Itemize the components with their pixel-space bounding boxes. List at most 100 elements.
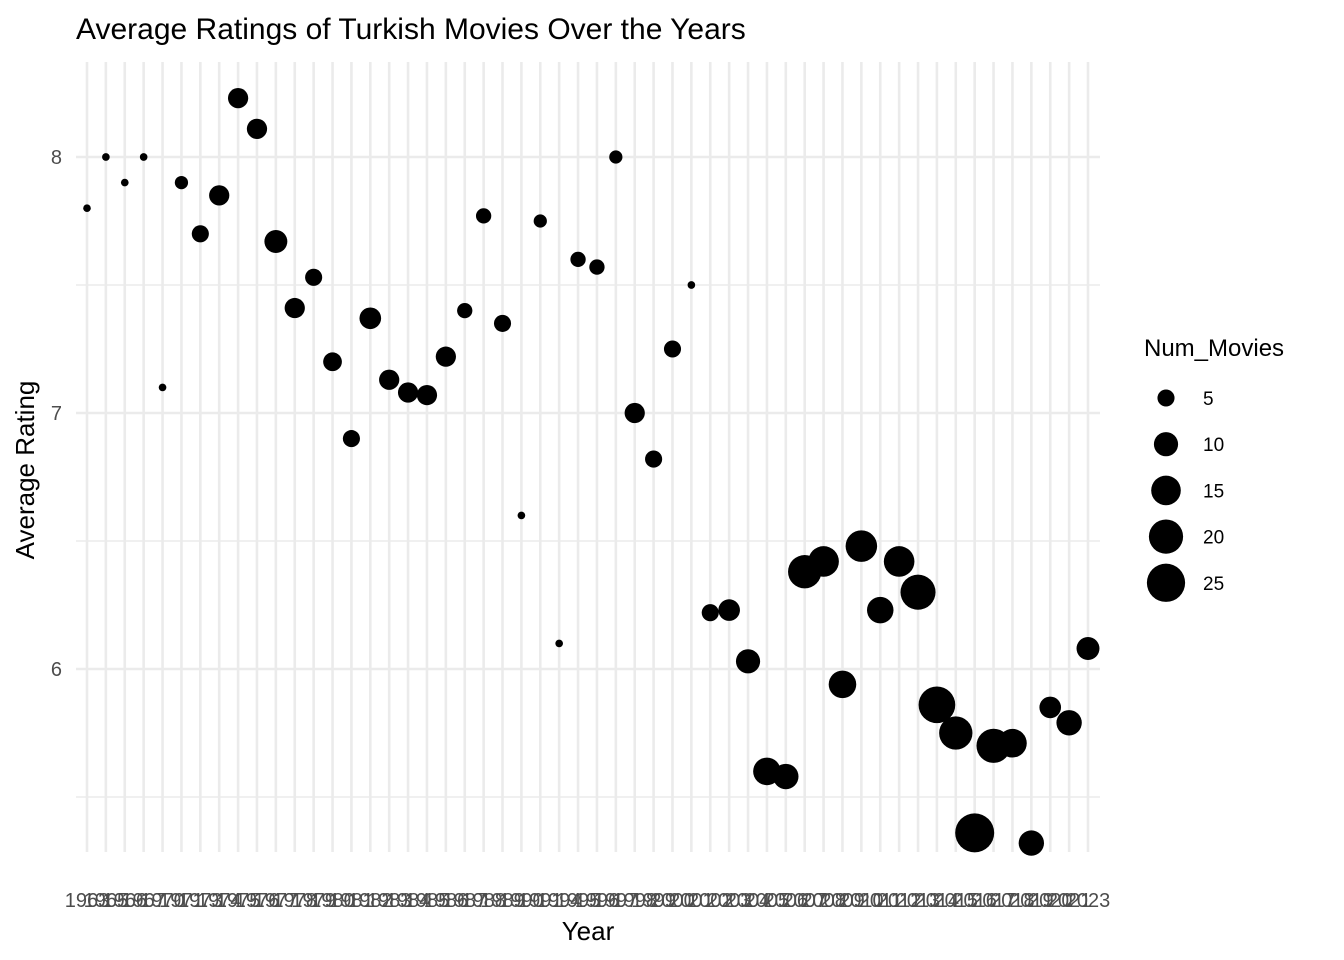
legend-key: [1151, 475, 1181, 506]
x-tick-label: 2005: [745, 890, 790, 912]
x-tick-labels: 1963196519661967197019711973197419751976…: [65, 890, 1111, 912]
x-tick-label: 1971: [159, 890, 204, 912]
data-point: [998, 728, 1027, 758]
legend-label: 10: [1203, 435, 1224, 456]
x-tick-label: 2017: [971, 890, 1016, 912]
data-point: [828, 670, 857, 699]
data-point: [305, 268, 323, 286]
data-point: [379, 369, 400, 390]
x-tick-label: 1985: [405, 890, 450, 912]
data-point: [120, 178, 129, 187]
x-tick-label: 1976: [235, 890, 280, 912]
data-point: [227, 88, 249, 109]
x-tick-label: 2023: [1066, 890, 1111, 912]
x-tick-label: 2016: [952, 890, 997, 912]
x-tick-label: 1996: [575, 890, 620, 912]
x-tick-label: 1984: [386, 890, 431, 912]
x-tick-label: 1999: [631, 890, 676, 912]
legend-key: [1146, 563, 1186, 602]
data-point: [533, 214, 547, 228]
data-point: [955, 813, 995, 853]
data-point: [687, 281, 696, 289]
data-point: [435, 346, 456, 367]
x-tick-label: 2001: [669, 890, 714, 912]
data-point: [718, 599, 740, 621]
data-point: [174, 175, 189, 190]
legend-key: [1153, 432, 1179, 457]
data-point: [264, 230, 288, 253]
data-point: [609, 150, 623, 164]
data-point: [359, 307, 382, 330]
data-point: [342, 430, 360, 448]
x-tick-label: 2015: [934, 890, 979, 912]
x-tick-label: 1966: [103, 890, 148, 912]
x-tick-label: 2006: [764, 890, 809, 912]
x-tick-label: 2011: [859, 890, 902, 912]
data-point: [416, 384, 438, 406]
x-tick-label: 1978: [273, 890, 318, 912]
data-point: [1056, 710, 1082, 736]
data-point: [624, 402, 645, 424]
data-point: [517, 511, 526, 520]
x-tick-label: 1991: [518, 890, 563, 912]
x-tick-label: 1986: [424, 890, 469, 912]
data-point: [701, 604, 719, 622]
x-tick-label: 2021: [1047, 890, 1092, 912]
x-tick-label: 2013: [896, 890, 941, 912]
x-tick-label: 1975: [216, 890, 261, 912]
legend-label: 5: [1203, 389, 1214, 410]
data-point: [1076, 637, 1100, 660]
x-tick-label: 1965: [84, 890, 129, 912]
data-point: [663, 340, 682, 358]
x-tick-label: 2020: [1028, 890, 1073, 912]
x-tick-label: 2002: [688, 890, 733, 912]
x-tick-label: 2008: [801, 890, 846, 912]
x-tick-label: 2009: [820, 890, 865, 912]
x-tick-label: 1980: [310, 890, 355, 912]
legend-key: [1157, 389, 1175, 407]
x-tick-label: 1994: [537, 890, 582, 912]
x-tick-label: 1989: [480, 890, 525, 912]
data-point: [158, 383, 167, 392]
data-point: [773, 763, 799, 790]
legend-title: Num_Movies: [1144, 335, 1284, 362]
data-point: [475, 208, 492, 224]
legend-label: 20: [1203, 528, 1224, 549]
data-point: [555, 639, 563, 648]
data-point: [191, 225, 209, 243]
x-tick-label: 1979: [291, 890, 336, 912]
x-tick-label: 1973: [178, 890, 223, 912]
x-tick-label: 1998: [612, 890, 657, 912]
data-point: [866, 596, 894, 624]
x-tick-label: 2000: [650, 890, 695, 912]
data-point: [457, 302, 473, 319]
x-tick-label: 2012: [877, 890, 922, 912]
data-point: [1039, 696, 1062, 719]
legend-label: 15: [1203, 481, 1224, 502]
data-point: [83, 204, 91, 213]
x-tick-label: 1970: [140, 890, 185, 912]
data-point: [845, 530, 878, 562]
x-tick-label: 1995: [556, 890, 601, 912]
x-tick-label: 1982: [348, 890, 393, 912]
data-point: [102, 153, 110, 161]
legend-key: [1148, 519, 1184, 554]
x-tick-label: 2014: [915, 890, 960, 912]
data-points: [83, 88, 1100, 856]
x-tick-label: 2019: [1009, 890, 1054, 912]
data-point: [397, 382, 419, 403]
data-point: [284, 297, 305, 319]
x-tick-label: 2018: [990, 890, 1035, 912]
data-point: [735, 649, 761, 674]
x-tick-label: 1990: [499, 890, 544, 912]
data-point: [939, 716, 973, 750]
data-point: [900, 574, 936, 610]
y-tick-label: 8: [51, 147, 62, 169]
x-tick-label: 1977: [254, 890, 299, 912]
data-point: [883, 546, 915, 577]
x-tick-label: 1974: [197, 890, 242, 912]
chart-title: Average Ratings of Turkish Movies Over t…: [76, 13, 746, 46]
data-point: [1018, 830, 1045, 856]
data-point: [209, 185, 230, 206]
